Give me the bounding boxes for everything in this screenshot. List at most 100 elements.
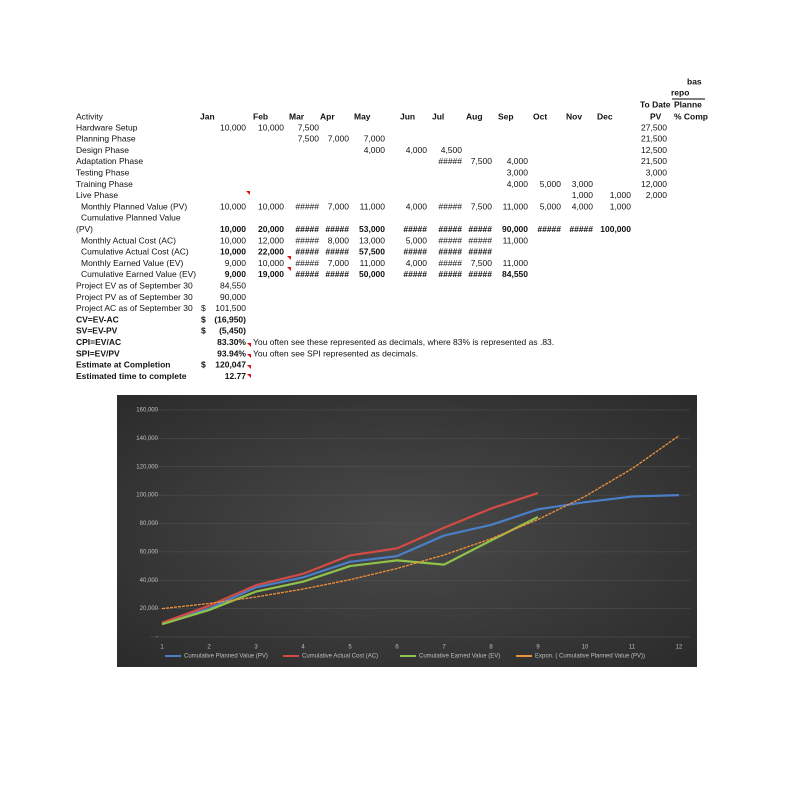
note: You often see these represented as decim… — [253, 337, 554, 347]
cell: 12,000 — [258, 235, 284, 245]
cell: 4,000 — [406, 201, 428, 211]
cell: 11,000 — [360, 201, 386, 211]
legend-label: Cumulative Actual Cost (AC) — [302, 654, 378, 660]
cell: 3,000 — [572, 179, 594, 189]
row-label: Adaptation Phase — [76, 156, 143, 166]
row-label: CPI=EV/AC — [76, 337, 121, 347]
cell: ##### — [438, 258, 462, 268]
cell: 11,000 — [360, 258, 386, 268]
cell: 10,000 — [220, 201, 246, 211]
row-label: Training Phase — [76, 179, 133, 189]
cell: ##### — [438, 224, 462, 234]
cell: ##### — [295, 201, 319, 211]
row-label: Project AC as of September 30 — [76, 303, 193, 313]
cell: 13,000 — [359, 235, 385, 245]
cell: ##### — [438, 201, 462, 211]
chart-background — [117, 395, 697, 667]
comment-marker — [246, 191, 250, 195]
series-line — [161, 435, 680, 610]
header-cell: May — [354, 111, 371, 121]
note: You often see SPI represented as decimal… — [253, 348, 418, 358]
cell: 10,000 — [220, 122, 246, 132]
series-line — [161, 494, 680, 624]
cell: $ — [201, 303, 206, 313]
cell: ##### — [438, 235, 462, 245]
cell: 84,550 — [220, 280, 246, 290]
cell: 21,500 — [641, 156, 667, 166]
x-tick-label: 4 — [301, 645, 305, 651]
header-cell: Jul — [432, 111, 444, 121]
y-tick-label: 40,000 — [140, 578, 159, 584]
cell: $ — [201, 314, 206, 324]
cell: 53,000 — [359, 224, 385, 234]
y-tick-label: 140,000 — [136, 436, 158, 442]
cell: 83.30% — [217, 337, 246, 347]
y-tick-label: 80,000 — [140, 521, 159, 527]
header-cell: Mar — [289, 111, 305, 121]
x-tick-label: 6 — [395, 645, 399, 651]
header-cell: Jun — [400, 111, 415, 121]
row-label: Cumulative Planned Value — [81, 213, 181, 223]
series-line — [161, 516, 539, 626]
row-label: Planning Phase — [76, 134, 136, 144]
row-label: Estimated time to complete — [76, 371, 187, 381]
cell: ##### — [438, 247, 462, 257]
row-label: Cumulative Actual Cost (AC) — [81, 247, 189, 257]
comment-marker — [247, 354, 251, 358]
cell: 100,000 — [600, 224, 631, 234]
series-line — [161, 491, 539, 624]
cell: ##### — [325, 247, 349, 257]
row-label: CV=EV-AC — [76, 314, 119, 324]
row-label: (PV) — [76, 224, 93, 234]
y-tick-label: - — [156, 635, 158, 641]
header-cell: Planne — [674, 99, 702, 109]
cell: ##### — [468, 269, 492, 279]
header-cell: Dec — [597, 111, 613, 121]
cell: 7,000 — [328, 201, 350, 211]
comment-marker — [287, 267, 291, 271]
cell: 90,000 — [220, 292, 246, 302]
cell: 8,000 — [328, 235, 350, 245]
cell: 4,000 — [507, 179, 529, 189]
cell: 22,000 — [258, 247, 284, 257]
x-tick-label: 12 — [676, 645, 683, 651]
legend-label: Cumulative Earned Value (EV) — [419, 654, 500, 660]
cell: ##### — [537, 224, 561, 234]
header-cell: Apr — [320, 111, 335, 121]
cell: 5,000 — [540, 179, 562, 189]
row-label: Monthly Actual Cost (AC) — [81, 235, 176, 245]
cell: 1,000 — [610, 201, 632, 211]
cell: 10,000 — [258, 122, 284, 132]
cell: ##### — [569, 224, 593, 234]
x-tick-label: 2 — [207, 645, 211, 651]
cell: ##### — [468, 235, 492, 245]
cell: 7,500 — [471, 201, 493, 211]
cell: 27,500 — [641, 122, 667, 132]
cell: 93.94% — [217, 348, 246, 358]
cell: 7,500 — [471, 258, 493, 268]
header-cell: Nov — [566, 111, 582, 121]
cell: 7,000 — [328, 134, 350, 144]
y-tick-label: 160,000 — [136, 408, 158, 414]
x-tick-label: 11 — [629, 645, 636, 651]
cell: 5,000 — [406, 235, 428, 245]
x-tick-label: 8 — [489, 645, 493, 651]
cell: 4,000 — [406, 145, 428, 155]
row-label: Project EV as of September 30 — [76, 280, 193, 290]
x-tick-label: 1 — [160, 645, 164, 651]
header-cell: Sep — [498, 111, 514, 121]
cell: 7,500 — [298, 122, 320, 132]
comment-marker — [287, 256, 291, 260]
x-tick-label: 7 — [442, 645, 446, 651]
legend-label: Cumulative Planned Value (PV) — [184, 654, 268, 660]
cell: 12,000 — [641, 179, 667, 189]
cell: 11,000 — [503, 235, 529, 245]
cell: 4,000 — [406, 258, 428, 268]
cell: 11,000 — [503, 201, 529, 211]
comment-marker — [247, 365, 251, 369]
y-tick-label: 60,000 — [140, 549, 159, 555]
cell: 9,000 — [225, 269, 247, 279]
cell: 20,000 — [258, 224, 284, 234]
cell: $ — [201, 326, 206, 336]
